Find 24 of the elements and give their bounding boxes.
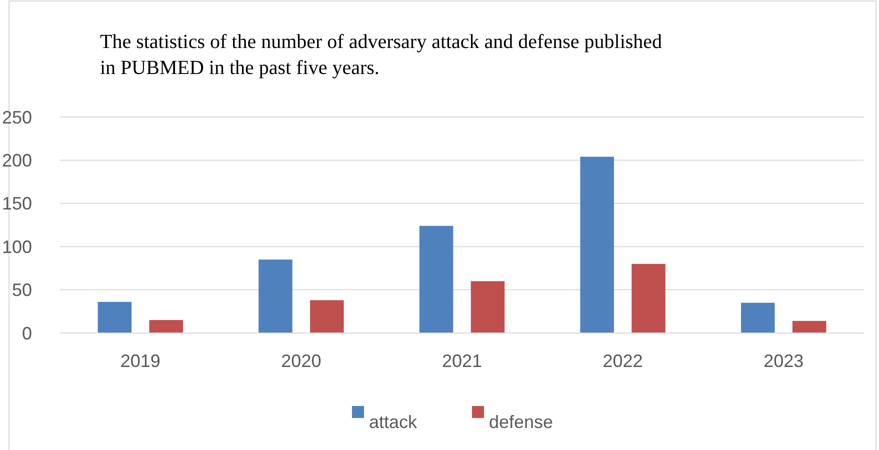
bar (258, 260, 292, 333)
bar (792, 320, 826, 333)
legend-label: defense (489, 412, 554, 432)
y-tick-label: 200 (2, 150, 32, 170)
chart-title: The statistics of the number of adversary attack and defense published in PUBMED in the past five years. (100, 31, 662, 79)
legend-label: attack (369, 412, 418, 432)
bar (470, 281, 505, 333)
x-tick-label: 2019 (120, 351, 160, 371)
y-tick-label: 0 (22, 323, 32, 344)
y-tick-label: 250 (2, 107, 32, 128)
x-tick-label: 2021 (442, 351, 482, 371)
x-tick-label: 2023 (764, 351, 804, 371)
y-tick-label: 100 (2, 236, 32, 257)
x-tick-label: 2022 (602, 351, 643, 371)
bar (310, 300, 344, 333)
bar (98, 302, 132, 333)
y-tick-label: 50 (12, 280, 32, 300)
bar (419, 226, 454, 333)
x-tick-label: 2020 (281, 351, 322, 371)
y-tick-label: 150 (2, 194, 32, 214)
bar (740, 302, 775, 333)
bar (149, 320, 184, 333)
bar (632, 264, 666, 333)
bar (580, 156, 614, 333)
